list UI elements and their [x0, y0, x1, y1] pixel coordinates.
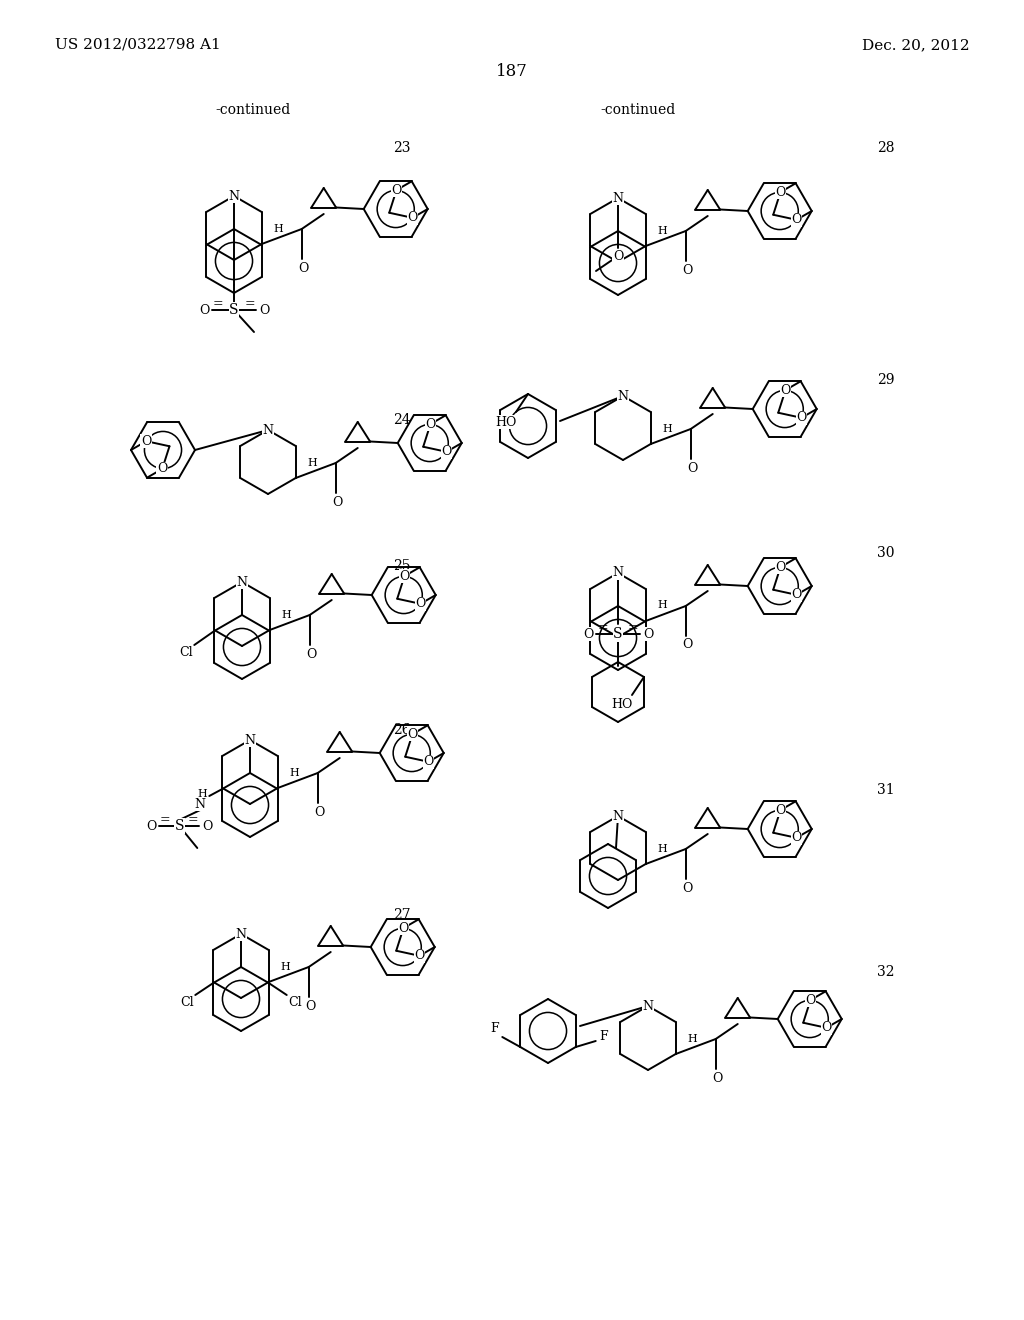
Text: O: O: [202, 820, 212, 833]
Text: 28: 28: [877, 141, 895, 154]
Text: O: O: [305, 999, 315, 1012]
Text: O: O: [780, 384, 791, 396]
Text: HO: HO: [496, 416, 517, 429]
Text: N: N: [612, 809, 624, 822]
Text: N: N: [612, 566, 624, 579]
Text: F: F: [489, 1023, 499, 1035]
Text: O: O: [775, 561, 785, 574]
Text: 26: 26: [393, 723, 411, 737]
Text: O: O: [792, 214, 802, 226]
Text: H: H: [290, 767, 300, 777]
Text: O: O: [408, 727, 418, 741]
Text: N: N: [642, 999, 653, 1012]
Text: N: N: [236, 928, 247, 940]
Text: O: O: [415, 949, 425, 962]
Text: O: O: [299, 261, 309, 275]
Text: N: N: [262, 424, 273, 437]
Text: -continued: -continued: [215, 103, 291, 117]
Text: O: O: [441, 445, 452, 458]
Text: O: O: [805, 994, 816, 1007]
Text: 24: 24: [393, 413, 411, 426]
Text: =: =: [213, 297, 223, 310]
Text: O: O: [314, 805, 325, 818]
Text: =: =: [598, 622, 608, 635]
Text: Cl: Cl: [288, 997, 301, 1010]
Text: N: N: [612, 191, 624, 205]
Text: O: O: [408, 211, 418, 224]
Text: O: O: [583, 627, 593, 640]
Text: N: N: [237, 576, 248, 589]
Text: S: S: [613, 627, 623, 642]
Text: O: O: [713, 1072, 723, 1085]
Text: O: O: [797, 412, 807, 424]
Text: H: H: [688, 1034, 697, 1044]
Text: HO: HO: [611, 698, 633, 711]
Text: H: H: [198, 789, 207, 799]
Text: 32: 32: [877, 965, 895, 979]
Text: O: O: [683, 264, 693, 276]
Text: O: O: [306, 648, 316, 660]
Text: H: H: [282, 610, 292, 619]
Text: S: S: [229, 304, 239, 317]
Text: O: O: [775, 186, 785, 198]
Text: O: O: [687, 462, 698, 474]
Text: O: O: [398, 921, 409, 935]
Text: O: O: [423, 755, 433, 768]
Text: N: N: [228, 190, 240, 202]
Text: Cl: Cl: [180, 997, 195, 1010]
Text: H: H: [657, 843, 668, 854]
Text: O: O: [399, 570, 410, 582]
Text: Cl: Cl: [179, 647, 194, 660]
Text: 187: 187: [496, 63, 528, 81]
Text: N: N: [617, 389, 629, 403]
Text: O: O: [157, 462, 168, 475]
Text: O: O: [792, 832, 802, 845]
Text: Dec. 20, 2012: Dec. 20, 2012: [862, 38, 970, 51]
Text: =: =: [245, 297, 255, 310]
Text: =: =: [160, 813, 171, 826]
Text: O: O: [775, 804, 785, 817]
Text: US 2012/0322798 A1: US 2012/0322798 A1: [55, 38, 221, 51]
Text: O: O: [643, 627, 653, 640]
Text: 30: 30: [877, 546, 895, 560]
Text: O: O: [416, 597, 426, 610]
Text: O: O: [141, 434, 152, 447]
Text: H: H: [273, 223, 284, 234]
Text: O: O: [333, 495, 343, 508]
Text: 31: 31: [877, 783, 895, 797]
Text: 23: 23: [393, 141, 411, 154]
Text: O: O: [612, 249, 624, 263]
Text: H: H: [281, 961, 291, 972]
Text: 29: 29: [877, 374, 895, 387]
Text: O: O: [391, 183, 401, 197]
Text: 27: 27: [393, 908, 411, 921]
Text: =: =: [628, 622, 638, 635]
Text: 25: 25: [393, 558, 411, 573]
Text: H: H: [663, 424, 673, 433]
Text: N: N: [195, 797, 206, 810]
Text: O: O: [821, 1022, 831, 1035]
Text: O: O: [683, 639, 693, 652]
Text: S: S: [174, 818, 184, 833]
Text: H: H: [657, 601, 668, 610]
Text: O: O: [425, 417, 435, 430]
Text: N: N: [245, 734, 256, 747]
Text: O: O: [792, 589, 802, 602]
Text: -continued: -continued: [600, 103, 676, 117]
Text: O: O: [146, 820, 157, 833]
Text: F: F: [599, 1031, 608, 1044]
Text: O: O: [259, 304, 269, 317]
Text: =: =: [188, 813, 199, 826]
Text: O: O: [199, 304, 209, 317]
Text: H: H: [657, 226, 668, 235]
Text: O: O: [683, 882, 693, 895]
Text: H: H: [308, 458, 317, 467]
